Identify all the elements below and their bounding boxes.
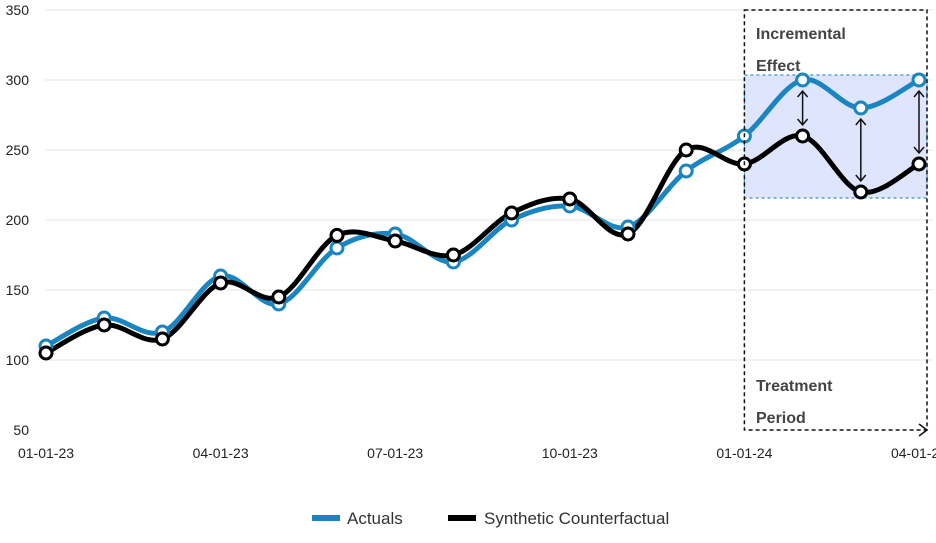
y-tick-label: 100 [6,352,30,368]
x-tick-label: 04-01-23 [193,445,249,461]
effect-arrow [855,117,867,183]
treatment-period-box [743,9,928,431]
grid [45,9,933,361]
legend-label-actuals: Actuals [347,509,403,528]
y-tick-label: 300 [6,72,30,88]
y-tick-label: 350 [6,2,30,18]
point-synthetic-counterfactual [154,331,170,347]
point-synthetic-counterfactual [911,156,927,172]
effect-arrow [797,89,809,127]
point-synthetic-counterfactual [329,227,345,243]
y-axis: 50 100 150 200 250 300 350 [6,2,30,438]
point-actuals [795,72,811,88]
y-tick-label: 50 [13,422,29,438]
series-line-actuals [43,77,922,349]
treatment-period-label-line2: Period [756,410,806,427]
series-points [38,72,927,361]
x-axis: 01-01-23 04-01-23 07-01-23 10-01-23 01-01-24… [18,445,936,461]
point-synthetic-counterfactual [678,142,694,158]
point-actuals [853,100,869,116]
x-tick-label: 01-01-23 [18,445,74,461]
effect-arrow [913,89,925,155]
point-synthetic-counterfactual [213,275,229,291]
legend-label-synthetic-counterfactual: Synthetic Counterfactual [484,509,669,528]
treatment-period-arrowhead [918,423,929,437]
point-synthetic-counterfactual [504,205,520,221]
point-synthetic-counterfactual [38,345,54,361]
series-line-synthetic-counterfactual [43,133,922,356]
point-synthetic-counterfactual [96,317,112,333]
point-synthetic-counterfactual [853,184,869,200]
series-lines [43,77,922,356]
point-synthetic-counterfactual [620,226,636,242]
x-tick-label: 07-01-23 [367,445,423,461]
point-actuals [329,240,345,256]
effect-arrows [797,89,925,183]
point-actuals [911,72,927,88]
x-tick-label: 01-01-24 [716,445,772,461]
point-synthetic-counterfactual [271,289,287,305]
y-tick-label: 200 [6,212,30,228]
legend: Actuals Synthetic Counterfactual [312,509,669,528]
x-tick-label: 10-01-23 [542,445,598,461]
x-tick-label: 04-01-24 [891,445,936,461]
incremental-effect-label-line1: Incremental [756,26,846,43]
point-synthetic-counterfactual [562,191,578,207]
incremental-effect-label-line2: Effect [756,58,801,75]
point-actuals [678,163,694,179]
y-tick-label: 250 [6,142,30,158]
point-synthetic-counterfactual [387,233,403,249]
point-synthetic-counterfactual [445,247,461,263]
y-tick-label: 150 [6,282,30,298]
point-synthetic-counterfactual [795,128,811,144]
treatment-period-label-line1: Treatment [756,378,833,395]
